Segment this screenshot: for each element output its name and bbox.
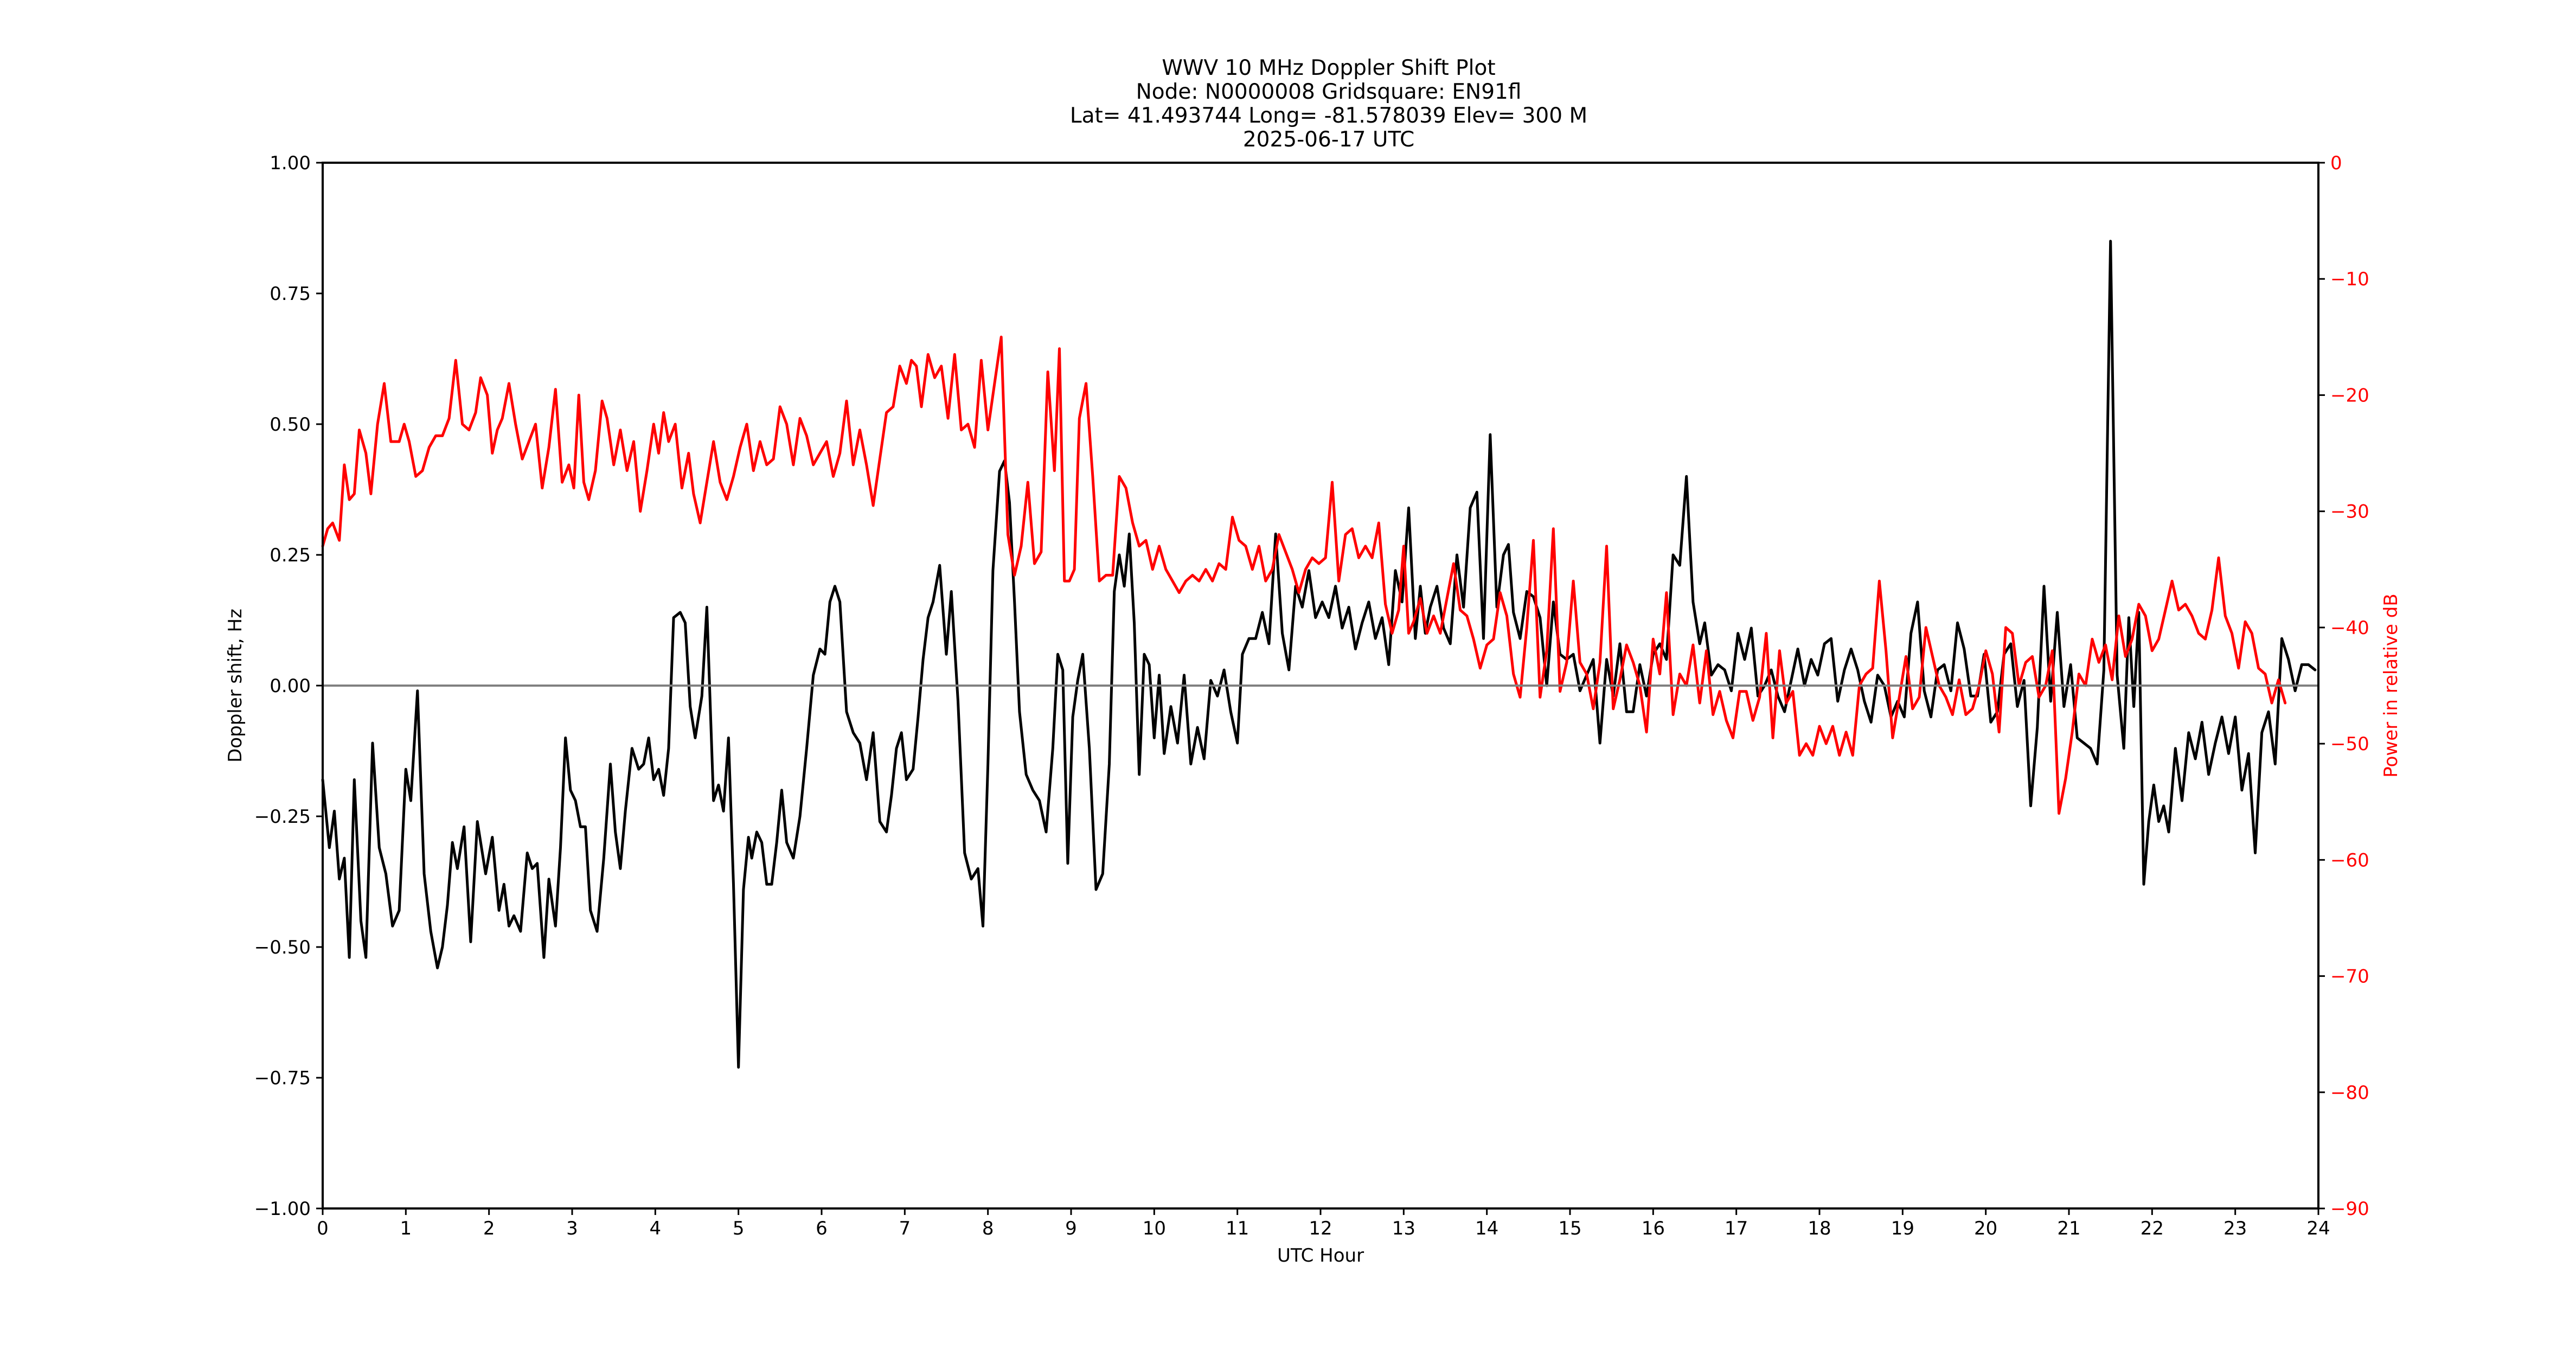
y2-tick-label: −60 [2330, 849, 2369, 871]
y-tick-label: 0.25 [270, 545, 311, 566]
chart-subtitle-location: Lat= 41.493744 Long= -81.578039 Elev= 30… [1069, 104, 1588, 128]
x-tick-label: 10 [1143, 1218, 1166, 1239]
y-axis-right: 0 −10 −20 −30 −40 −50 −60 −70 −80 −90 [2318, 152, 2369, 1220]
power-series-line [321, 335, 2287, 815]
plot-lines [321, 240, 2317, 1069]
x-tick-label: 3 [566, 1218, 578, 1239]
x-tick-label: 18 [1808, 1218, 1831, 1239]
x-tick-label: 15 [1558, 1218, 1581, 1239]
chart-subtitle-node: Node: N0000008 Gridsquare: EN91fl [1136, 80, 1522, 104]
x-tick-label: 1 [400, 1218, 412, 1239]
x-tick-label: 16 [1642, 1218, 1665, 1239]
y-tick-label: 0.75 [270, 283, 311, 305]
x-tick-label: 21 [2057, 1218, 2080, 1239]
x-tick-label: 9 [1065, 1218, 1077, 1239]
y2-axis-label: Power in relative dB [2380, 593, 2402, 777]
y-tick-label: −0.25 [254, 806, 311, 828]
y-tick-label: 1.00 [270, 152, 311, 174]
chart-subtitle-date: 2025-06-17 UTC [1242, 127, 1415, 152]
y2-tick-label: −70 [2330, 966, 2369, 988]
x-tick-label: 19 [1891, 1218, 1914, 1239]
x-tick-label: 8 [982, 1218, 994, 1239]
x-tick-label: 2 [483, 1218, 495, 1239]
x-tick-label: 14 [1475, 1218, 1498, 1239]
y2-tick-label: −40 [2330, 617, 2369, 639]
x-axis-label: UTC Hour [1277, 1245, 1364, 1267]
x-tick-label: 7 [899, 1218, 911, 1239]
y2-tick-label: −50 [2330, 733, 2369, 755]
x-tick-label: 4 [650, 1218, 662, 1239]
x-tick-label: 22 [2141, 1218, 2164, 1239]
chart-title: WWV 10 MHz Doppler Shift Plot [1162, 56, 1496, 80]
x-tick-label: 0 [317, 1218, 329, 1239]
y2-tick-label: 0 [2330, 152, 2342, 174]
x-tick-label: 20 [1974, 1218, 1997, 1239]
y2-tick-label: −90 [2330, 1198, 2369, 1220]
doppler-series-line [321, 240, 2317, 1069]
x-tick-label: 17 [1725, 1218, 1748, 1239]
y2-tick-label: −80 [2330, 1082, 2369, 1104]
y-axis-label: Doppler shift, Hz [225, 609, 246, 763]
y-tick-label: 0.00 [270, 675, 311, 697]
x-tick-label: 6 [816, 1218, 828, 1239]
y2-tick-label: −20 [2330, 385, 2369, 406]
y-tick-label: −0.75 [254, 1067, 311, 1089]
y-tick-label: −1.00 [254, 1198, 311, 1220]
y2-tick-label: −10 [2330, 268, 2369, 290]
y-tick-label: 0.50 [270, 414, 311, 436]
y-axis-left: 1.00 0.75 0.50 0.25 0.00 −0.25 −0.50 −0.75 −1.00 [254, 152, 323, 1220]
x-tick-label: 24 [2306, 1218, 2330, 1239]
y2-tick-label: −30 [2330, 501, 2369, 523]
x-tick-label: 11 [1226, 1218, 1249, 1239]
x-tick-label: 12 [1309, 1218, 1332, 1239]
y-tick-label: −0.50 [254, 937, 311, 958]
x-tick-label: 23 [2223, 1218, 2247, 1239]
x-tick-label: 13 [1392, 1218, 1415, 1239]
x-axis: 0 1 2 3 4 5 6 7 8 9 10 11 12 13 14 15 16 17 18 19 20 21 22 23 24 [317, 1208, 2330, 1239]
x-tick-label: 5 [733, 1218, 745, 1239]
